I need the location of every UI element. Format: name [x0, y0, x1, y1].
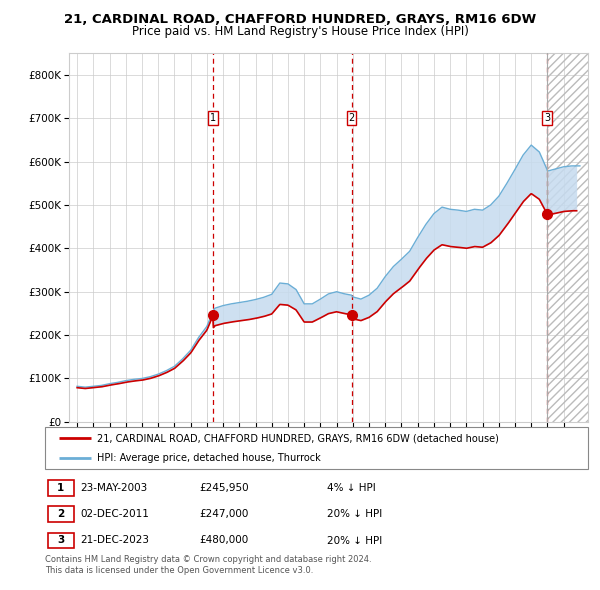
- Text: 1: 1: [210, 113, 216, 123]
- Text: 02-DEC-2011: 02-DEC-2011: [80, 509, 149, 519]
- Text: Price paid vs. HM Land Registry's House Price Index (HPI): Price paid vs. HM Land Registry's House …: [131, 25, 469, 38]
- FancyBboxPatch shape: [45, 427, 588, 469]
- Text: £247,000: £247,000: [200, 509, 249, 519]
- Bar: [547, 53, 600, 422]
- Text: 21, CARDINAL ROAD, CHAFFORD HUNDRED, GRAYS, RM16 6DW: 21, CARDINAL ROAD, CHAFFORD HUNDRED, GRA…: [64, 13, 536, 26]
- Text: £480,000: £480,000: [200, 536, 249, 546]
- Text: 3: 3: [544, 113, 550, 123]
- Text: 20% ↓ HPI: 20% ↓ HPI: [328, 536, 383, 546]
- FancyBboxPatch shape: [48, 533, 74, 549]
- Text: This data is licensed under the Open Government Licence v3.0.: This data is licensed under the Open Gov…: [45, 566, 313, 575]
- Text: £245,950: £245,950: [200, 483, 250, 493]
- Text: 4% ↓ HPI: 4% ↓ HPI: [328, 483, 376, 493]
- Text: 3: 3: [57, 536, 64, 546]
- Text: 20% ↓ HPI: 20% ↓ HPI: [328, 509, 383, 519]
- Text: HPI: Average price, detached house, Thurrock: HPI: Average price, detached house, Thur…: [97, 454, 320, 463]
- Text: 2: 2: [57, 509, 64, 519]
- Text: 21-DEC-2023: 21-DEC-2023: [80, 536, 149, 546]
- FancyBboxPatch shape: [48, 480, 74, 496]
- Text: 2: 2: [349, 113, 355, 123]
- Text: Contains HM Land Registry data © Crown copyright and database right 2024.: Contains HM Land Registry data © Crown c…: [45, 555, 371, 563]
- Text: 1: 1: [57, 483, 64, 493]
- Text: 23-MAY-2003: 23-MAY-2003: [80, 483, 148, 493]
- FancyBboxPatch shape: [48, 506, 74, 522]
- Text: 21, CARDINAL ROAD, CHAFFORD HUNDRED, GRAYS, RM16 6DW (detached house): 21, CARDINAL ROAD, CHAFFORD HUNDRED, GRA…: [97, 434, 499, 444]
